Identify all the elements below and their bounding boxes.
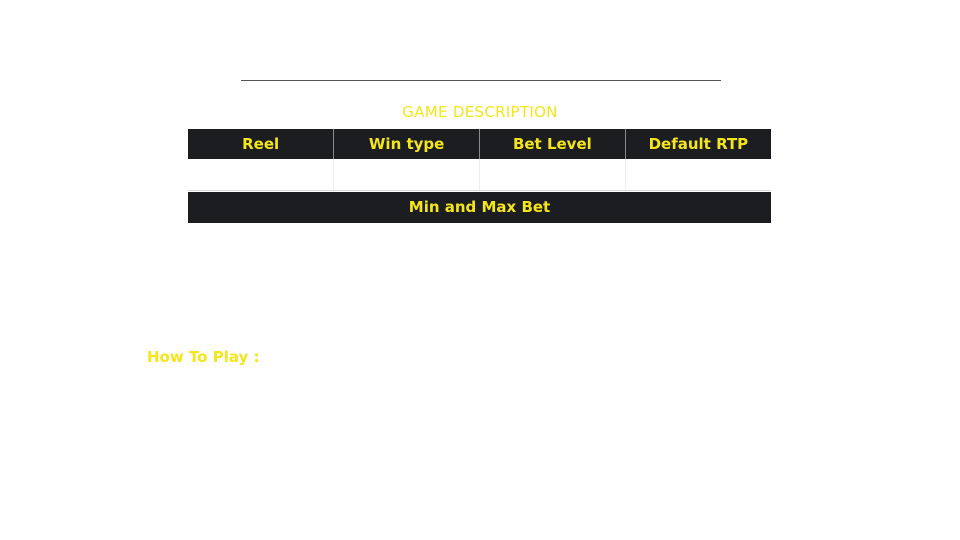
how-to-play-heading: How To Play : <box>147 348 260 366</box>
header-win-type: Win type <box>333 129 480 159</box>
cell-default-rtp <box>624 159 771 191</box>
game-description-title: GAME DESCRIPTION <box>402 103 558 121</box>
cell-bet-level <box>479 159 626 191</box>
min-max-bet-header: Min and Max Bet <box>188 192 771 223</box>
cell-reel <box>188 159 334 191</box>
cell-win-type <box>333 159 480 191</box>
table-row <box>188 159 771 191</box>
table-header-row: Reel Win type Bet Level Default RTP <box>188 129 771 159</box>
header-bet-level: Bet Level <box>479 129 626 159</box>
game-info-table: Reel Win type Bet Level Default RTP <box>188 129 771 191</box>
header-reel: Reel <box>188 129 334 159</box>
header-default-rtp: Default RTP <box>624 129 771 159</box>
top-divider <box>241 80 721 81</box>
